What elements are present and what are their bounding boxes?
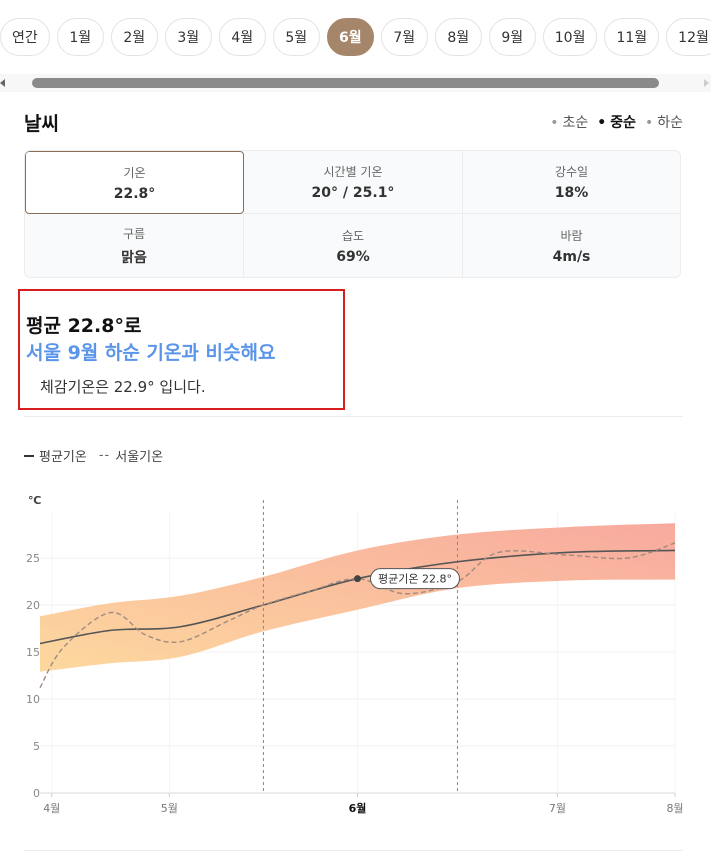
legend-average-label: 평균기온 xyxy=(39,450,87,465)
scrollbar-thumb[interactable] xyxy=(32,78,659,88)
stat-cell-0[interactable]: 기온 22.8° xyxy=(25,151,244,214)
average-temperature-line xyxy=(39,549,676,645)
legend-seoul: -- 서울기온 xyxy=(99,446,163,465)
month-tab-11[interactable]: 11월 xyxy=(604,18,660,56)
x-tick-label: 4월 xyxy=(43,802,60,815)
x-tick-label: 7월 xyxy=(549,802,566,815)
stat-cell-2[interactable]: 강수일 18% xyxy=(463,151,680,214)
month-tab-2[interactable]: 2월 xyxy=(110,18,158,56)
chart-legend: 평균기온 -- 서울기온 xyxy=(24,446,163,465)
temperature-summary: 평균 22.8°로 서울 9월 하순 기온과 비슷해요 체감기온은 22.9° … xyxy=(18,289,345,410)
month-tab-8[interactable]: 8월 xyxy=(434,18,482,56)
period-tab-2[interactable]: 하순 xyxy=(645,112,683,132)
scroll-left-arrow-icon[interactable] xyxy=(0,79,5,87)
month-tab-12[interactable]: 12월 xyxy=(666,18,711,56)
month-tab-10[interactable]: 10월 xyxy=(542,18,598,56)
y-tick-label: 15 xyxy=(26,646,40,659)
stat-label: 시간별 기온 xyxy=(323,165,383,179)
legend-average: 평균기온 xyxy=(24,446,87,465)
section-divider xyxy=(24,416,683,417)
period-tab-1[interactable]: 중순 xyxy=(597,112,636,132)
temperature-range-band xyxy=(40,523,675,672)
stat-label: 강수일 xyxy=(554,165,589,179)
stat-label: 습도 xyxy=(341,228,365,243)
month-tab-1[interactable]: 1월 xyxy=(56,18,104,56)
legend-seoul-label: 서울기온 xyxy=(115,450,164,465)
month-tab-0[interactable]: 연간 xyxy=(0,18,50,56)
month-tab-5[interactable]: 5월 xyxy=(272,18,320,56)
stat-label: 구름 xyxy=(122,226,146,241)
y-axis-unit: ℃ xyxy=(28,494,41,507)
x-tick-label: 5월 xyxy=(161,802,178,815)
summary-average-text: 평균 22.8°로 xyxy=(26,315,142,337)
annotation-badge xyxy=(370,568,460,590)
summary-comparison-text: 서울 9월 하순 기온과 비슷해요 xyxy=(26,342,276,364)
month-tab-3[interactable]: 3월 xyxy=(164,18,212,56)
annotation-point xyxy=(354,575,361,583)
y-tick-label: 5 xyxy=(33,740,40,753)
stat-value: 4m/s xyxy=(552,248,591,265)
month-track: 연간 1월 2월 3월 4월 5월 6월 7월 8월 9월 10월 11월 12월 xyxy=(0,18,711,56)
stat-value: 22.8° xyxy=(113,185,156,202)
seoul-temperature-line xyxy=(39,542,676,689)
x-tick-label: 8월 xyxy=(666,802,683,815)
month-tab-6[interactable]: 6월 xyxy=(326,18,374,56)
month-scrollbar[interactable] xyxy=(0,74,711,92)
stat-cell-1[interactable]: 시간별 기온 20° / 25.1° xyxy=(244,151,463,214)
summary-feels-like-text: 체감기온은 22.9° 입니다. xyxy=(40,378,206,396)
month-tab-4[interactable]: 4월 xyxy=(218,18,266,56)
annotation-label: 평균기온 22.8° xyxy=(378,573,452,586)
period-tab-0[interactable]: 초순 xyxy=(550,112,588,132)
month-tab-7[interactable]: 7월 xyxy=(380,18,428,56)
stat-value: 69% xyxy=(336,248,370,265)
legend-dashed-line-icon: -- xyxy=(98,448,111,463)
stat-cell-4[interactable]: 습도 69% xyxy=(244,214,463,277)
stat-value: 맑음 xyxy=(121,249,147,266)
stat-value: 18% xyxy=(554,185,589,201)
stat-cell-5[interactable]: 바람 4m/s xyxy=(463,214,680,277)
y-tick-label: 10 xyxy=(26,693,40,706)
x-tick-label: 6월 xyxy=(349,801,367,815)
scroll-right-arrow-icon[interactable] xyxy=(704,79,709,87)
weather-title: 날씨 xyxy=(24,113,59,135)
y-tick-label: 25 xyxy=(26,552,40,565)
month-selector: 연간 1월 2월 3월 4월 5월 6월 7월 8월 9월 10월 11월 12월 xyxy=(0,18,711,60)
legend-solid-line-icon xyxy=(24,454,34,457)
stat-label: 바람 xyxy=(560,228,583,243)
month-tab-9[interactable]: 9월 xyxy=(488,18,536,56)
y-tick-label: 20 xyxy=(26,599,40,612)
temperature-chart: 0 5 10 15 20 25 ℃ 평균기온 22.8° 4월 5월 6월 7월 8월 xyxy=(26,494,684,815)
y-tick-label: 0 xyxy=(33,787,40,800)
stat-label: 기온 xyxy=(123,165,146,180)
stat-value: 20° / 25.1° xyxy=(311,185,395,201)
period-tabs: 초순 중순 하순 xyxy=(550,112,683,132)
